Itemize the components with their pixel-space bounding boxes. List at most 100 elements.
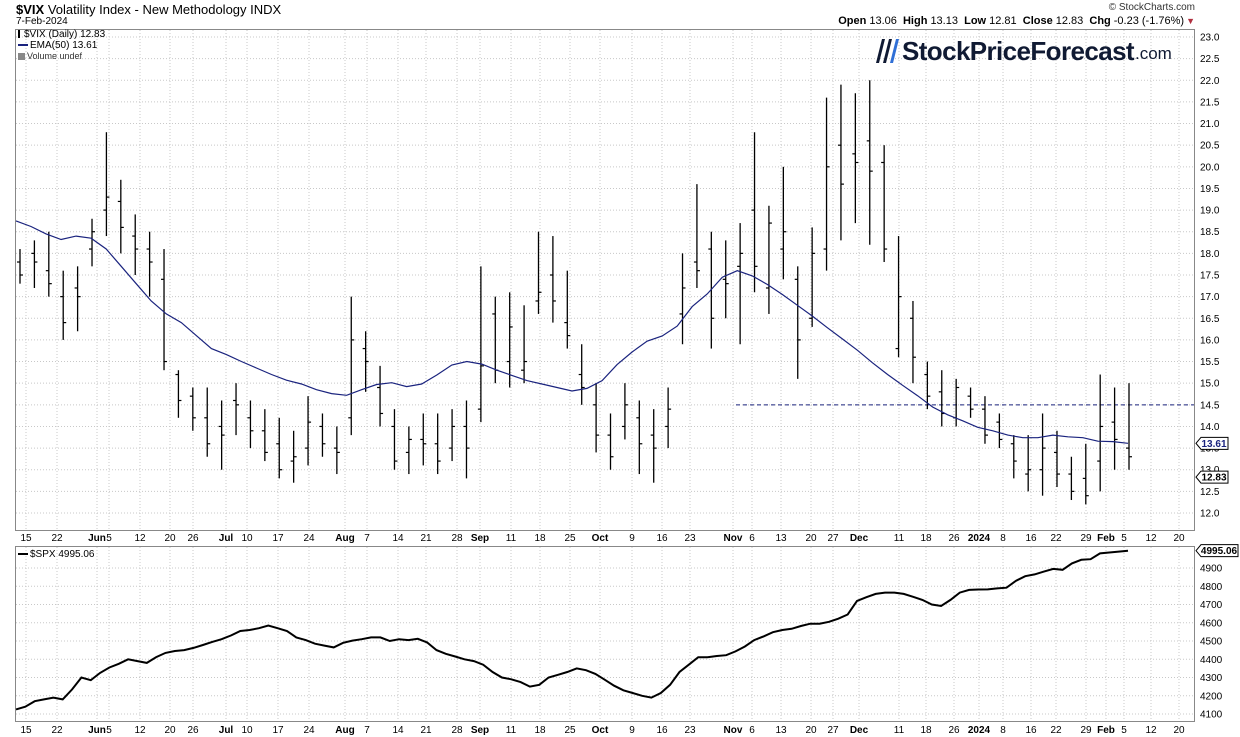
vix-bar: [521, 305, 528, 384]
vix-x-tick-label: Jul: [219, 533, 234, 544]
vix-bar: [578, 344, 585, 405]
vix-x-tick-label: 2024: [968, 533, 991, 544]
spx-x-tick-label: 13: [775, 725, 787, 736]
vix-bar: [74, 266, 81, 332]
spx-x-tick-label: Nov: [724, 725, 743, 736]
vix-x-tick-label: 5: [1121, 533, 1127, 544]
vix-x-tick-label: 16: [1025, 533, 1037, 544]
vix-ohlc-bars: [17, 80, 1132, 505]
vix-x-tick-label: 18: [920, 533, 932, 544]
vix-bar: [967, 387, 974, 418]
spx-x-tick-label: 29: [1080, 725, 1092, 736]
vix-x-tick-label: 20: [805, 533, 817, 544]
open-label: Open: [838, 15, 867, 27]
vix-x-tick-label: Jun: [88, 533, 106, 544]
vix-bar: [506, 292, 513, 388]
spx-y-tick-label: 4600: [1200, 618, 1223, 629]
vix-x-tick-label: 7: [364, 533, 370, 544]
close-label: Close: [1022, 15, 1053, 27]
legend-spx: $SPX 4995.06: [18, 549, 95, 560]
vix-bar: [60, 270, 67, 340]
ema-swatch-icon: [18, 44, 28, 47]
vix-bar: [650, 409, 657, 483]
ema-value-tag-box: [1195, 436, 1229, 450]
vix-y-tick-label: 16.0: [1200, 335, 1220, 346]
vix-x-tick-label: Nov: [724, 533, 743, 544]
vix-bar: [333, 426, 340, 475]
vix-x-tick-label: 11: [894, 533, 905, 544]
vix-x-tick-label: 15: [20, 533, 32, 544]
vix-y-tick-label: 12.0: [1200, 509, 1220, 520]
vix-bar: [809, 227, 816, 327]
legend-volume: Volume undef: [18, 51, 82, 62]
vix-bar: [679, 253, 686, 345]
spx-x-tick-label: 8: [1000, 725, 1006, 736]
spx-x-tick-label: 24: [303, 725, 315, 736]
high-label: High: [902, 15, 928, 27]
vix-x-tick-label: 8: [1000, 533, 1006, 544]
vix-bar: [31, 240, 38, 288]
vix-y-tick-label: 23.0: [1200, 33, 1220, 44]
spx-y-tick-label: 4900: [1200, 564, 1223, 575]
close-value: 12.83: [1055, 15, 1084, 27]
vix-y-tick-label: 19.0: [1200, 206, 1220, 217]
vix-x-tick-label: 21: [420, 533, 432, 544]
spx-x-tick-label: 10: [241, 725, 253, 736]
vix-x-tick-label: 22: [51, 533, 63, 544]
vix-y-tick-label: 17.0: [1200, 292, 1220, 303]
spx-x-tick-label: 12: [1145, 725, 1157, 736]
spx-y-tick-label: 4800: [1200, 582, 1223, 593]
vix-bar: [17, 249, 23, 284]
spx-x-tick-label: 6: [749, 725, 755, 736]
vix-bar: [909, 300, 916, 384]
vix-y-tick-label: 22.5: [1200, 54, 1220, 65]
spx-y-axis: 4100 4200 4300 4400 4500 4600 4700 4800 4900: [1200, 564, 1223, 721]
vix-y-tick-label: 20.5: [1200, 141, 1220, 152]
vix-bar: [636, 400, 643, 475]
vix-value-tag-text: 12.83: [1201, 473, 1226, 484]
vix-panel-frame: [15, 29, 1195, 531]
vix-x-tick-label: 27: [827, 533, 839, 544]
vix-bar: [132, 214, 139, 275]
high-value: 13.13: [930, 15, 958, 27]
spx-x-tick-label: 20: [1173, 725, 1185, 736]
low-label: Low: [964, 15, 987, 27]
vix-bar: [405, 426, 412, 475]
vix-bar: [751, 132, 758, 293]
vix-y-axis: 12.012.513.013.514.014.515.015.516.016.5…: [1200, 33, 1220, 520]
vix-bar: [938, 370, 945, 427]
vix-bar: [852, 93, 859, 224]
vix-x-tick-label: 6: [749, 533, 755, 544]
vix-bar: [103, 132, 110, 237]
vix-bar: [146, 231, 153, 297]
vix-x-tick-label: 17: [272, 533, 284, 544]
legend-vix: $VIX (Daily) 12.83: [18, 29, 105, 40]
vix-y-tick-label: 18.5: [1200, 227, 1220, 238]
spx-line: [15, 549, 1129, 711]
vix-x-tick-label: 11: [506, 533, 517, 544]
vix-bar: [175, 370, 182, 418]
vix-value-tag: 12.83: [1195, 470, 1229, 484]
vix-bar: [621, 383, 628, 440]
vix-x-tick-label: 20: [164, 533, 176, 544]
vix-x-tick-label: Oct: [592, 533, 609, 544]
spx-value-tag-text: 4995.06: [1201, 546, 1238, 557]
vix-bar: [189, 387, 196, 431]
vix-bar: [1025, 435, 1032, 492]
vix-bar: [434, 413, 441, 475]
spx-x-tick-label: 9: [629, 725, 635, 736]
vix-bar: [477, 266, 484, 423]
spx-x-tick-label: Dec: [850, 725, 869, 736]
vix-bar: [924, 361, 931, 410]
exchange: INDX: [250, 2, 282, 17]
vix-y-tick-label: 19.5: [1200, 184, 1220, 195]
copyright: © StockCharts.com: [1108, 2, 1195, 13]
vix-bar: [535, 231, 542, 314]
spx-x-tick-label: 12: [134, 725, 146, 736]
vix-bar: [348, 296, 355, 436]
vix-bar: [218, 400, 225, 470]
vix-y-tick-label: 15.5: [1200, 357, 1220, 368]
vix-x-tick-label: Aug: [335, 533, 354, 544]
vix-bar: [362, 331, 369, 392]
